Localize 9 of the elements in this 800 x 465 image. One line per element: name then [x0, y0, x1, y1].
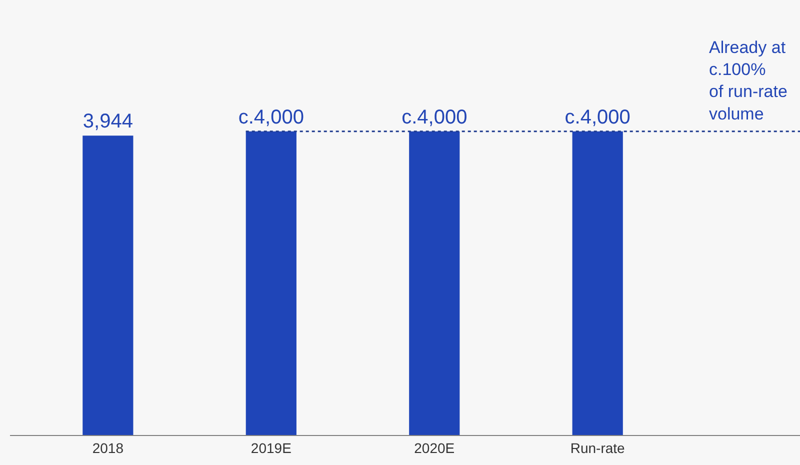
x-tick-label: 2018: [92, 440, 124, 456]
x-tick-label: 2019E: [250, 440, 292, 456]
data-label: c.4,000: [238, 106, 304, 128]
data-label: c.4,000: [564, 106, 630, 128]
data-label: c.4,000: [402, 106, 468, 128]
ref-line-label: Already at c.100% of run-rate volume: [709, 38, 788, 124]
x-tick-label: 2020E: [414, 440, 455, 456]
x-tick-label: Run-rate: [570, 440, 626, 456]
data-label: 3,944: [82, 110, 133, 133]
